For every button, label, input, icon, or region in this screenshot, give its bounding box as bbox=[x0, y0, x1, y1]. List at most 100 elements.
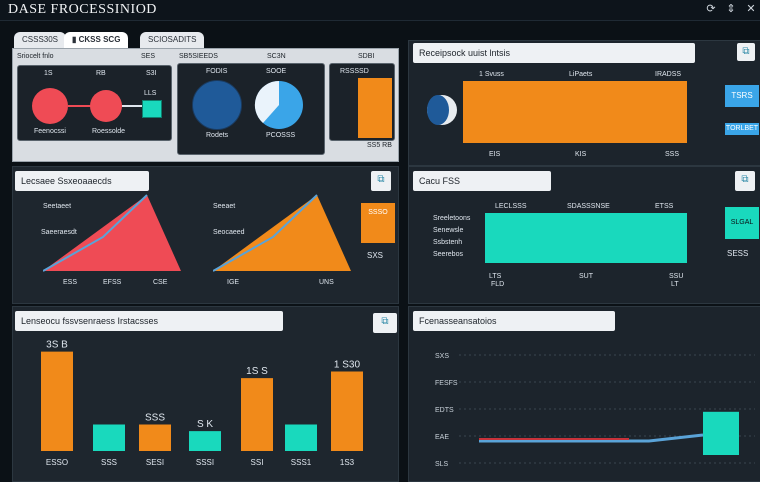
donut-caption: PCOSSS bbox=[266, 132, 296, 139]
panel-heading: SB5SIEEDS bbox=[179, 53, 218, 60]
x-tick-label: SSSI bbox=[196, 458, 214, 467]
gauge-label: S3I bbox=[146, 70, 157, 77]
y-tick-label: SLS bbox=[435, 461, 449, 468]
panel-header: Fcenasseansatoios bbox=[413, 311, 615, 331]
bar-value-label: S K bbox=[197, 419, 213, 430]
x-tick: EIS bbox=[489, 151, 501, 158]
area-chart-red bbox=[43, 194, 181, 272]
bar-value-label: 1 S30 bbox=[334, 360, 361, 371]
panel-menu-icon[interactable]: ⧉ bbox=[373, 313, 397, 333]
x-tick-label: SESI bbox=[146, 458, 164, 467]
tab-1[interactable]: ▮ CKSS SCG bbox=[64, 32, 129, 48]
user-avatar-fill bbox=[427, 95, 449, 125]
x-tick: SUT bbox=[579, 273, 593, 280]
x-tick: ESS bbox=[63, 279, 78, 286]
panel-heading: SC3N bbox=[267, 53, 286, 60]
orange-badge: SSSO bbox=[361, 203, 395, 243]
status-badge: TSRS bbox=[725, 85, 759, 107]
y-label: Seocaeed bbox=[213, 229, 245, 236]
y-tick-label: SXS bbox=[435, 353, 449, 360]
panel-receipt: Receipsock uuist lntsis ⧉ 1 Svuss LiPaet… bbox=[408, 40, 760, 166]
y-tick-label: EAE bbox=[435, 434, 449, 441]
gauge-caption: Feenocssi bbox=[34, 128, 66, 135]
panel-menu-icon[interactable]: ⧉ bbox=[735, 171, 755, 191]
pie-chart bbox=[254, 80, 303, 129]
connector-line bbox=[122, 105, 142, 107]
badge-value: SESS bbox=[727, 249, 749, 258]
panel-menu-icon[interactable]: ⧉ bbox=[737, 43, 755, 61]
bar bbox=[41, 351, 73, 451]
gauge-caption: Roessolde bbox=[92, 128, 126, 135]
line-chart-svg: SXS FESFS EDTS EAE SLS bbox=[435, 353, 755, 468]
bar-value-label: 3S B bbox=[46, 340, 68, 351]
panel-heading: SDBI bbox=[358, 53, 375, 60]
tab-label: CKSS SCG bbox=[78, 35, 121, 44]
tab-label: SCIOSADITS bbox=[148, 35, 197, 44]
x-tick: KIS bbox=[575, 151, 587, 158]
panel-header: Lenseocu fssvsenraess Irstacsses bbox=[15, 311, 283, 331]
panel-cacu: Cacu FSS ⧉ LECLSSS SDASSSNSE ETSS Sreele… bbox=[408, 166, 760, 304]
series-line-blue bbox=[479, 433, 704, 443]
area-chart-orange bbox=[213, 194, 351, 272]
panel-bar-chart: Lenseocu fssvsenraess Irstacsses ⧉ 3S B S… bbox=[12, 306, 399, 482]
x-tick-label: ESSO bbox=[46, 458, 68, 467]
gauge-label: RB bbox=[96, 70, 106, 77]
legend-label: LiPaets bbox=[569, 71, 593, 78]
connector-line bbox=[68, 105, 92, 107]
legend-label: ETSS bbox=[655, 203, 674, 210]
row-label: Ssbstenh bbox=[433, 239, 463, 246]
panel-heading: SS5 RB bbox=[367, 142, 392, 149]
indicator-box bbox=[142, 100, 162, 118]
tab-0[interactable]: CSSS30S bbox=[14, 32, 67, 48]
x-tick-label: SSS bbox=[101, 458, 117, 467]
bar-card[interactable]: RSSSSD bbox=[329, 63, 395, 141]
row-label: Seerebos bbox=[433, 251, 463, 258]
y-label: Seetaeet bbox=[43, 203, 72, 210]
close-icon[interactable]: ✕ bbox=[746, 3, 756, 15]
bar bbox=[331, 371, 363, 451]
donut-label: SOOE bbox=[266, 68, 287, 75]
indicator-label: LLS bbox=[144, 90, 157, 97]
panel-menu-icon[interactable]: ⧉ bbox=[371, 171, 391, 191]
y-label: Saeeraesdt bbox=[41, 229, 77, 236]
panel-heading: SES bbox=[141, 53, 156, 60]
tab-2[interactable]: SCIOSADITS bbox=[140, 32, 205, 48]
bar-chart-svg: 3S B SSS S K 1S S 1 S30 ESSO SSS SESI SSSI SSI SSS… bbox=[41, 340, 363, 467]
panel-header: Lecsaee Ssxeoaaecds bbox=[15, 171, 149, 191]
x-tick: LTS bbox=[489, 273, 502, 280]
red-gauge bbox=[32, 88, 68, 124]
row-label: Senewsle bbox=[433, 227, 464, 234]
bar-value-label: SSS bbox=[145, 413, 165, 424]
y-tick-label: EDTS bbox=[435, 407, 454, 414]
donut-card[interactable]: FODIS SOOE Rodets PCOSSS bbox=[177, 63, 325, 155]
title-bar: DASE FROCESSINIOD ⟳ ⇕ ✕ bbox=[0, 0, 760, 21]
bar-label: RSSSSD bbox=[340, 68, 369, 75]
bar bbox=[189, 431, 221, 451]
x-tick: IGE bbox=[227, 279, 240, 286]
app-title: DASE FROCESSINIOD bbox=[8, 2, 157, 17]
panel-heading: Sriocelt fnlo bbox=[17, 53, 54, 60]
trend-line bbox=[213, 194, 318, 272]
refresh-icon[interactable]: ⟳ bbox=[706, 3, 716, 15]
teal-badge: SLGAL bbox=[725, 207, 759, 239]
x-tick: SSU bbox=[669, 273, 684, 280]
panel-header: Receipsock uuist lntsis bbox=[413, 43, 695, 63]
pie-slice-light bbox=[254, 80, 279, 123]
panel-overview: Sriocelt fnlo SES SB5SIEEDS SC3N SDBI SS… bbox=[12, 48, 399, 162]
donut-label: FODIS bbox=[206, 68, 228, 75]
gauge-label: 1S bbox=[44, 70, 53, 77]
bar bbox=[139, 424, 171, 451]
donut-caption: Rodets bbox=[206, 132, 229, 139]
badge-value: SXS bbox=[367, 251, 384, 260]
trend-line bbox=[43, 194, 148, 272]
tab-icon: ▮ bbox=[72, 35, 79, 44]
x-tick: SSS bbox=[665, 151, 680, 158]
maximize-icon[interactable]: ⇕ bbox=[726, 3, 736, 15]
legend-label: LECLSSS bbox=[495, 203, 527, 210]
bar bbox=[285, 424, 317, 451]
panel-area-charts: Lecsaee Ssxeoaaecds ⧉ Seetaeet Saeeraesd… bbox=[12, 166, 399, 304]
gauge-card[interactable]: 1S RB S3I LLS Feenocssi Roessolde bbox=[17, 65, 172, 141]
x-tick: EFSS bbox=[103, 279, 122, 286]
tab-label: CSSS30S bbox=[22, 35, 59, 44]
panel-header: Cacu FSS bbox=[413, 171, 551, 191]
